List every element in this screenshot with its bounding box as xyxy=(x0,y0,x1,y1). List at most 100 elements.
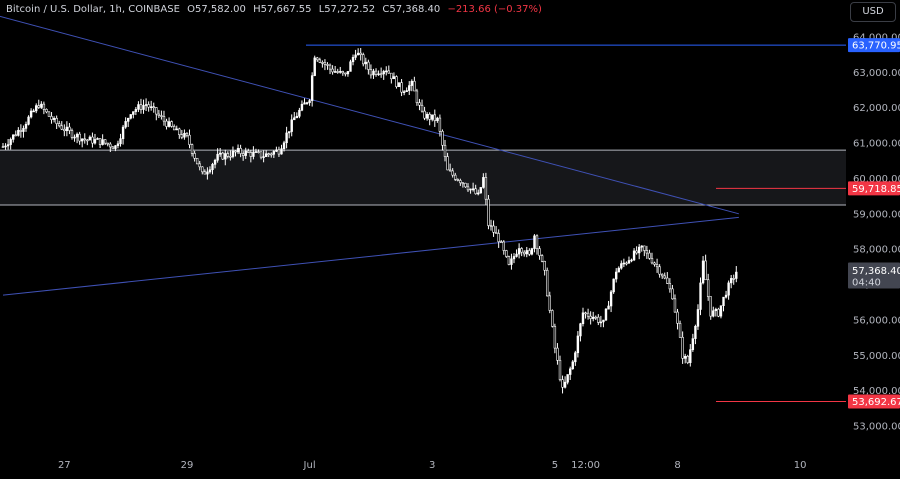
candle-body xyxy=(206,171,209,175)
candle-body xyxy=(27,116,30,125)
candle-body xyxy=(385,70,388,73)
candle-body xyxy=(574,352,577,363)
candle-body xyxy=(132,111,135,115)
candle-body xyxy=(569,368,572,375)
candle-body xyxy=(438,117,442,132)
candle-body xyxy=(609,291,613,307)
candle-body xyxy=(326,64,329,66)
candle-body xyxy=(722,296,725,306)
level-label-text: 53,692.67 xyxy=(852,397,900,408)
candle-body xyxy=(584,312,587,315)
candle-body xyxy=(267,153,270,155)
candle-body xyxy=(47,111,51,117)
candle-body xyxy=(510,258,513,265)
candle-body xyxy=(515,253,518,257)
candle-body xyxy=(293,117,296,121)
candle-body xyxy=(257,151,260,153)
candle-body xyxy=(193,153,196,159)
candle-body xyxy=(579,323,582,337)
candle-body xyxy=(195,157,199,165)
candle-body xyxy=(671,288,674,300)
candle-body xyxy=(333,71,337,73)
candle-body xyxy=(566,374,569,383)
zone-rect xyxy=(0,150,846,205)
candle-body xyxy=(203,171,207,175)
candle-body xyxy=(86,139,89,142)
candle-body xyxy=(604,308,608,321)
candle-body xyxy=(93,139,97,144)
candle-body xyxy=(387,70,391,74)
x-tick-label: 29 xyxy=(181,460,194,471)
candle-body xyxy=(372,70,375,76)
x-tick-label: 8 xyxy=(674,460,680,471)
candle-body xyxy=(405,90,408,92)
change-value: −213.66 (−0.37%) xyxy=(447,4,542,15)
candle-body xyxy=(165,120,168,127)
candle-body xyxy=(226,153,230,157)
candle-body xyxy=(19,129,23,132)
symbol-title[interactable]: Bitcoin / U.S. Dollar, 1h, COINBASE xyxy=(6,4,180,15)
candle-body xyxy=(663,275,666,279)
candle-body xyxy=(543,261,546,271)
candle-body xyxy=(650,258,654,264)
candle-body xyxy=(668,283,672,290)
candle-body xyxy=(285,132,288,144)
last-price-bg xyxy=(848,262,900,289)
candle-body xyxy=(471,188,475,191)
candle-body xyxy=(160,115,163,117)
candle-body xyxy=(489,225,493,227)
candle-body xyxy=(402,91,406,93)
candle-body xyxy=(254,151,258,153)
candle-body xyxy=(505,250,508,257)
candle-body xyxy=(586,312,590,317)
y-tick-label: 58,000.00 xyxy=(853,245,900,256)
candle-body xyxy=(40,103,43,108)
candle-body xyxy=(645,250,649,254)
candle-body xyxy=(116,143,120,146)
candle-body xyxy=(530,248,534,255)
candle-body xyxy=(448,169,452,172)
y-tick-label: 54,000.00 xyxy=(853,386,900,397)
candle-body xyxy=(198,163,201,168)
candle-body xyxy=(300,103,304,111)
candle-body xyxy=(676,311,679,324)
candle-body xyxy=(241,153,245,156)
candle-body xyxy=(224,153,227,160)
x-tick-label: 3 xyxy=(429,460,435,471)
candle-body xyxy=(331,68,334,73)
candle-body xyxy=(42,103,46,110)
candle-body xyxy=(134,109,138,112)
candle-body xyxy=(589,315,592,319)
close-label: C xyxy=(382,4,390,15)
candle-body xyxy=(83,138,86,141)
candle-body xyxy=(147,104,150,108)
candle-body xyxy=(696,309,700,327)
candle-body xyxy=(517,248,521,255)
candle-body xyxy=(678,323,682,338)
candle-body xyxy=(597,316,600,323)
candle-body xyxy=(461,182,465,185)
candle-body xyxy=(466,186,470,191)
candle-body xyxy=(548,295,551,311)
candle-body xyxy=(351,57,355,63)
candle-body xyxy=(359,52,362,55)
candle-body xyxy=(170,121,173,127)
candle-body xyxy=(441,131,444,146)
currency-button[interactable]: USD xyxy=(850,2,896,22)
candle-body xyxy=(239,148,242,154)
candle-body xyxy=(395,76,398,88)
candle-body xyxy=(336,71,339,73)
candle-body xyxy=(487,198,490,226)
candle-body xyxy=(229,156,232,158)
candle-body xyxy=(104,139,107,144)
candle-body xyxy=(35,105,38,112)
candle-body xyxy=(32,110,35,113)
candle-body xyxy=(630,259,633,262)
candle-body xyxy=(464,182,467,188)
candle-body xyxy=(581,312,585,325)
candle-body xyxy=(81,138,84,142)
candle-body xyxy=(666,277,669,284)
candle-body xyxy=(111,146,115,149)
